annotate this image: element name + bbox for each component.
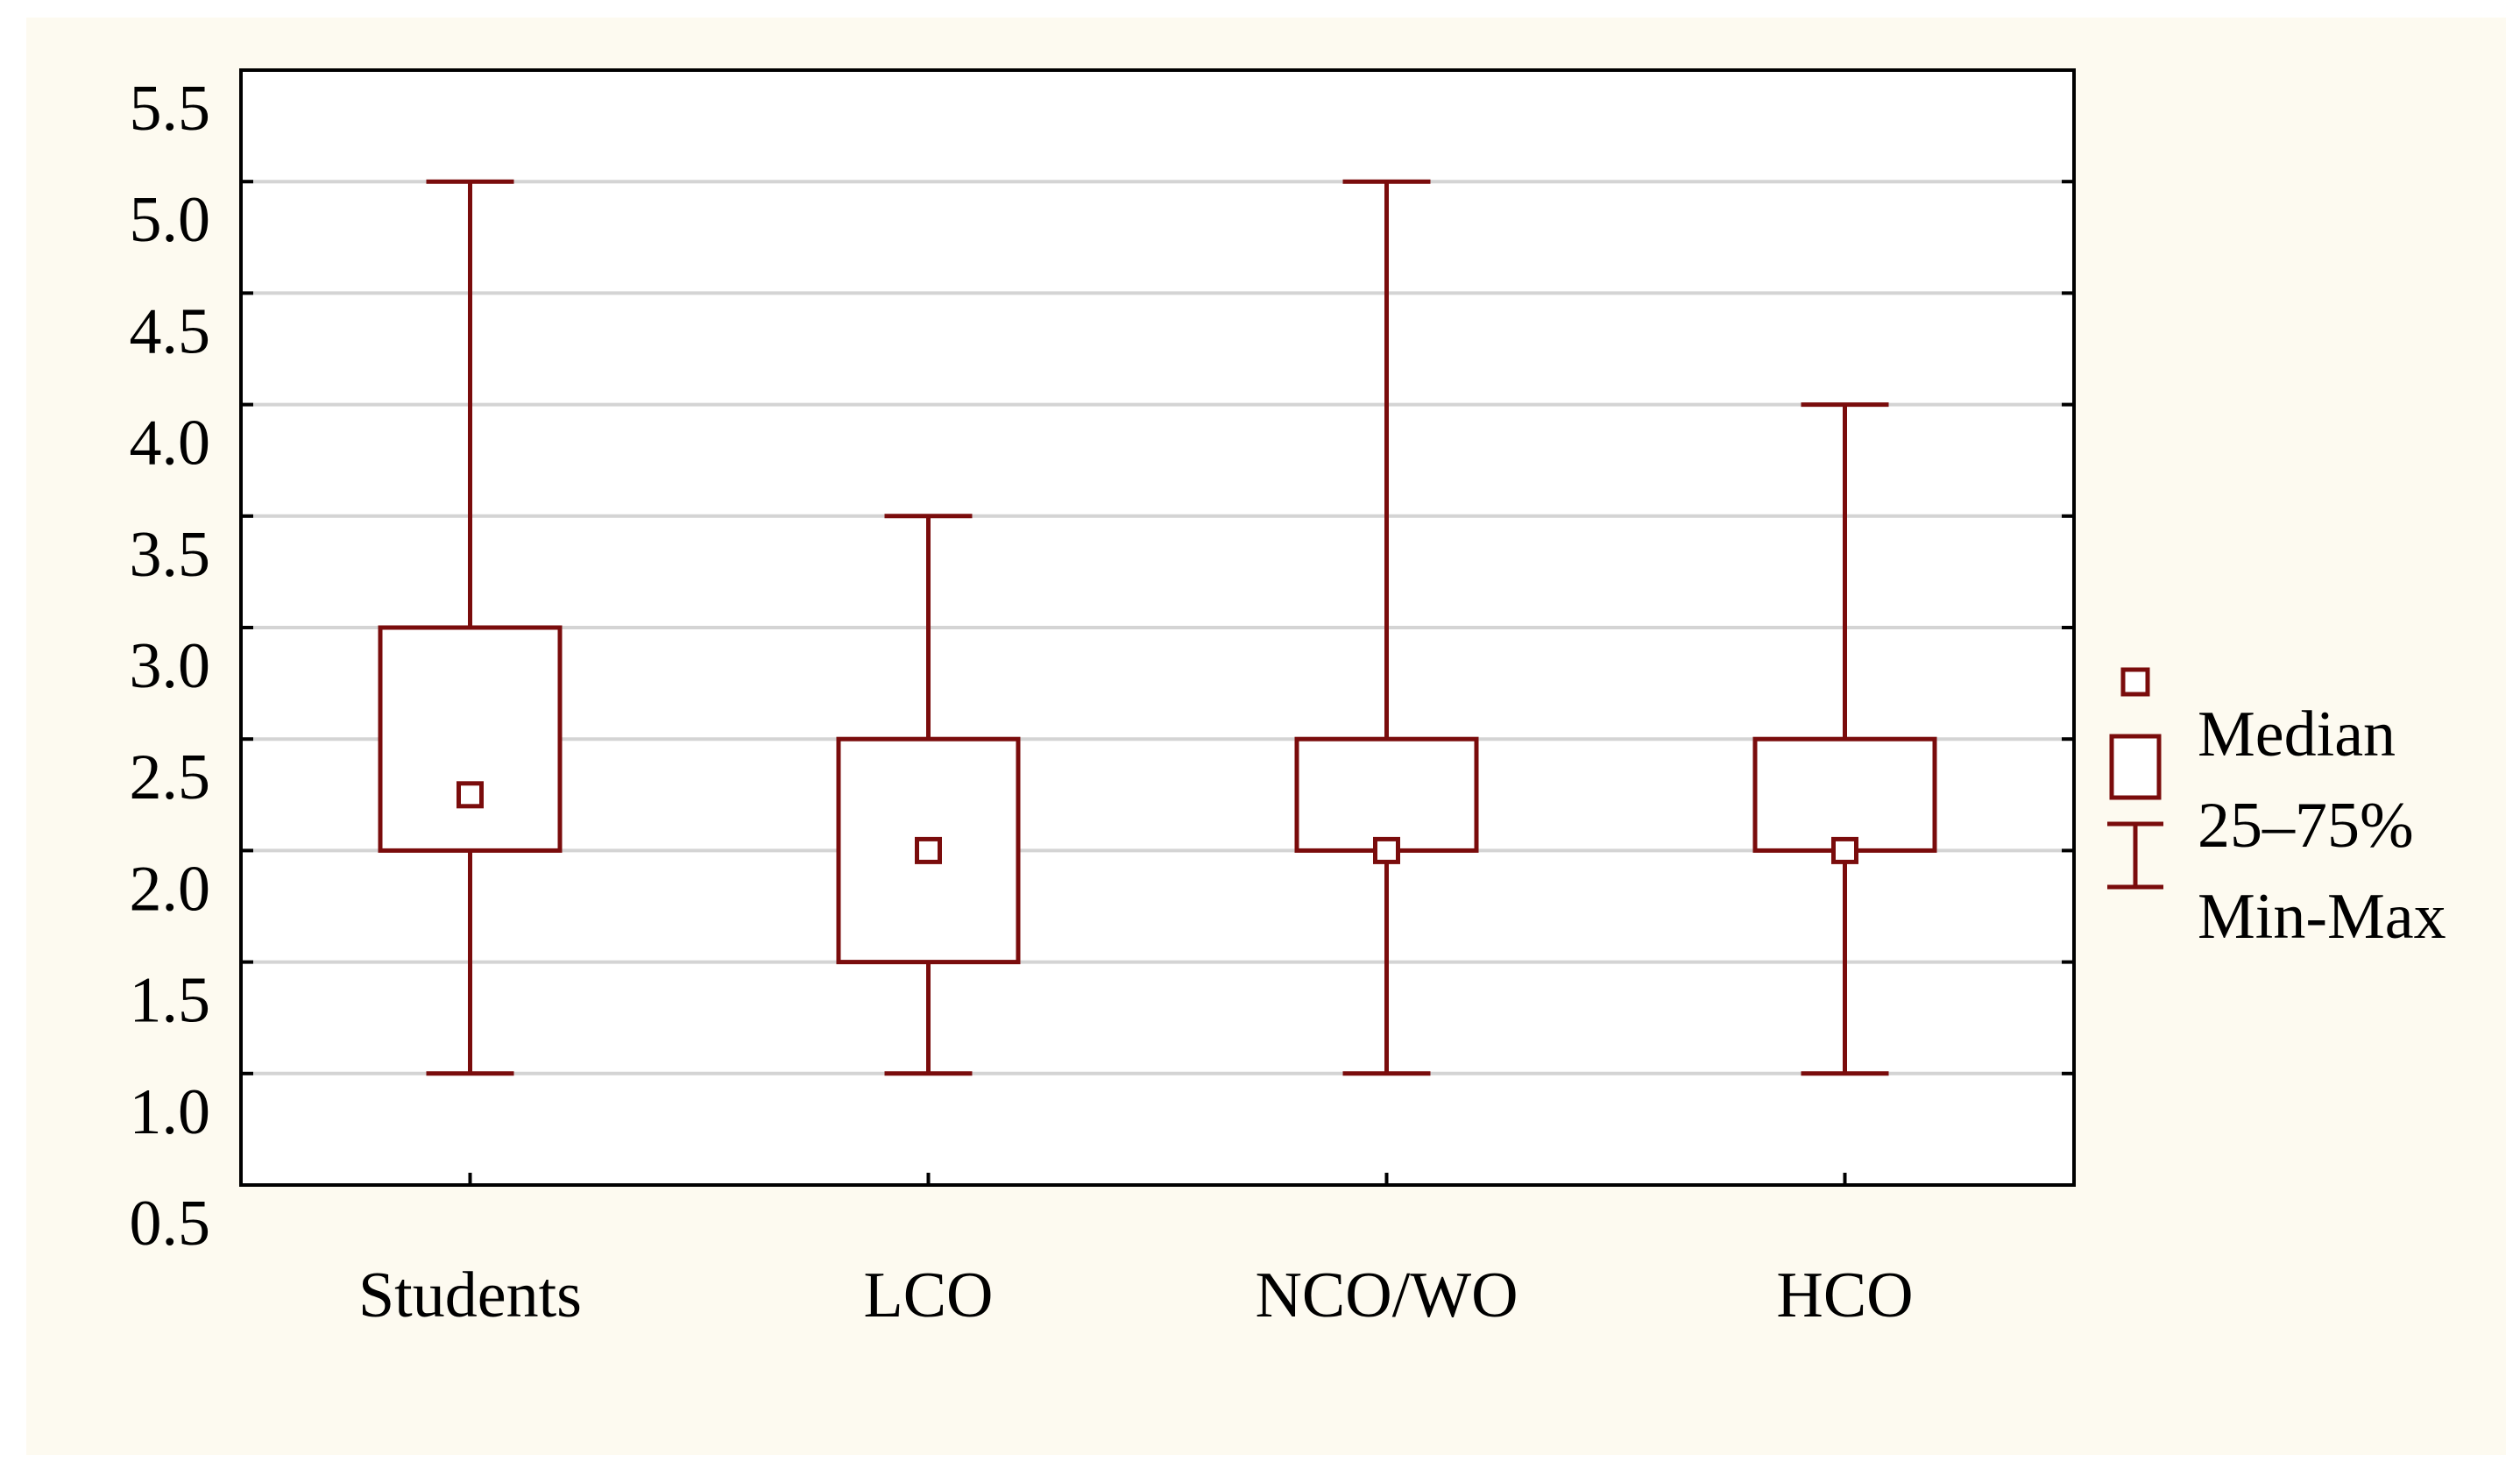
y-tick-label: 3.0: [130, 630, 211, 702]
median-marker: [1373, 836, 1400, 864]
y-tick-label: 3.5: [130, 519, 211, 591]
y-tick-label: 5.5: [130, 73, 211, 145]
y-tick-label: 2.0: [130, 853, 211, 925]
legend-label: 25–75%: [2198, 790, 2414, 862]
legend-box-symbol: [2109, 734, 2162, 800]
y-tick-label: 4.0: [130, 408, 211, 479]
x-axis: Students LCO NCO/WO HCO: [358, 1173, 1914, 1331]
box-series: [378, 179, 1937, 1076]
x-tick-label: LCO: [864, 1260, 994, 1331]
y-tick-label: 1.0: [130, 1076, 211, 1148]
iqr-box: [378, 625, 563, 853]
y-tick-label: 5.0: [130, 184, 211, 256]
median-marker: [915, 836, 942, 864]
iqr-box: [1752, 736, 1937, 853]
median-marker: [1831, 836, 1858, 864]
legend-label: Median: [2198, 699, 2396, 770]
y-tick-label: 1.5: [130, 965, 211, 1037]
box-group: [1752, 402, 1937, 1076]
y-tick-label: 4.5: [130, 295, 211, 367]
box-group: [378, 179, 563, 1076]
median-marker: [457, 781, 484, 809]
legend: Median 25–75% Min-Max: [2107, 667, 2446, 953]
y-axis: 5.5 5.0 4.5 4.0 3.5 3.0 2.5 2.0 1.5 1.0 0.5: [130, 73, 2074, 1260]
x-tick-label: NCO/WO: [1255, 1260, 1518, 1331]
legend-label: Min-Max: [2198, 881, 2446, 953]
iqr-box: [1294, 736, 1479, 853]
x-tick-label: HCO: [1776, 1260, 1913, 1331]
legend-median-symbol: [2120, 667, 2150, 697]
y-tick-label: 2.5: [130, 742, 211, 813]
y-tick-label: 0.5: [130, 1188, 211, 1260]
x-tick-label: Students: [358, 1260, 582, 1331]
box-group: [836, 514, 1021, 1076]
box-group: [1294, 179, 1479, 1076]
